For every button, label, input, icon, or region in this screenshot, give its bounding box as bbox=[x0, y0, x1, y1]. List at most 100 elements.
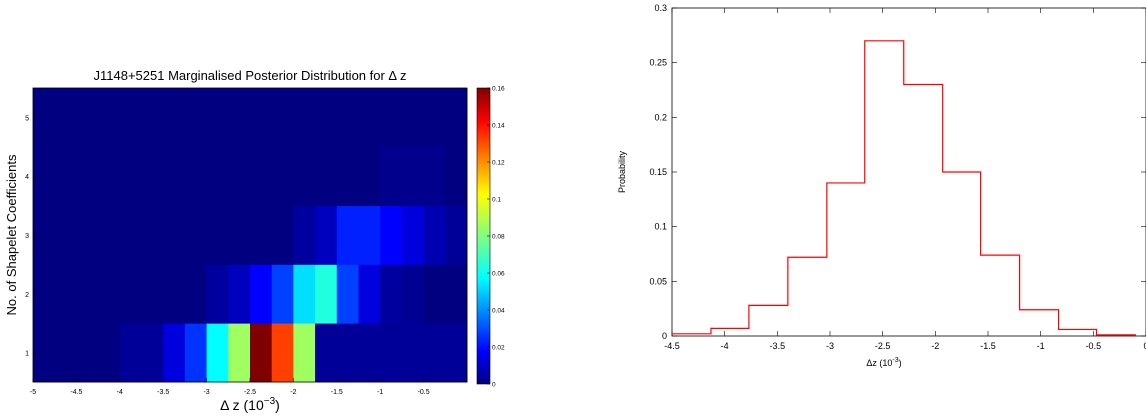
heatmap-x-tick-label: -4 bbox=[117, 389, 123, 396]
heatmap-cell bbox=[98, 264, 121, 324]
heatmap-cell bbox=[141, 323, 164, 383]
heatmap-cell bbox=[119, 146, 142, 206]
heatmap-cell bbox=[423, 264, 446, 324]
heatmap-cell bbox=[98, 88, 121, 148]
heatmap-cell bbox=[315, 146, 338, 206]
colorbar-tick-label: 0.14 bbox=[492, 123, 505, 130]
histogram-x-tick-label: -4 bbox=[721, 341, 729, 351]
colorbar-tick-label: 0.08 bbox=[492, 234, 505, 241]
heatmap-cell bbox=[184, 264, 207, 324]
heatmap-y-label: No. of Shapelet Coefficients bbox=[4, 154, 19, 315]
heatmap-cell bbox=[184, 88, 207, 148]
histogram-x-tick-label: -1 bbox=[1037, 341, 1045, 351]
heatmap-cell bbox=[119, 88, 142, 148]
heatmap-cell bbox=[380, 264, 403, 324]
heatmap-cell bbox=[445, 88, 468, 148]
histogram-line bbox=[672, 40, 1137, 336]
heatmap-cell bbox=[163, 205, 186, 265]
heatmap-cell bbox=[293, 205, 316, 265]
heatmap-cell bbox=[54, 88, 77, 148]
histogram-y-ticks: 0 0.05 0.1 0.15 0.2 0.25 0.3 bbox=[649, 3, 1146, 341]
heatmap-cell bbox=[358, 88, 381, 148]
heatmap-y-tick-label: 1 bbox=[25, 351, 29, 358]
heatmap-cell bbox=[293, 323, 316, 383]
heatmap-cell bbox=[33, 146, 56, 206]
heatmap-y-ticks: 1 2 3 4 5 bbox=[25, 115, 37, 358]
heatmap-x-ticks: -5 -4.5 -4 -3.5 -3 -2.5 -2 -1.5 -1 -0.5 bbox=[30, 378, 430, 396]
heatmap-cell bbox=[54, 205, 77, 265]
heatmap-x-tick-label: -3 bbox=[203, 389, 209, 396]
heatmap-cell bbox=[401, 323, 424, 383]
histogram-x-ticks: -4.5 -4 -3.5 -3 -2.5 -2 -1.5 -1 -0.5 0 bbox=[664, 8, 1146, 351]
histogram-y-tick-label: 0.25 bbox=[649, 58, 667, 68]
heatmap-cell bbox=[315, 264, 338, 324]
heatmap-cell bbox=[228, 88, 251, 148]
histogram-x-tick-label: -0.5 bbox=[1086, 341, 1102, 351]
histogram-x-label: Δz (10-3) bbox=[866, 357, 901, 368]
heatmap-x-tick-label: -2.5 bbox=[244, 389, 256, 396]
heatmap-cell bbox=[206, 88, 229, 148]
heatmap-y-tick-label: 3 bbox=[25, 233, 29, 240]
histogram-y-tick-label: 0.3 bbox=[654, 3, 667, 13]
heatmap-cell bbox=[271, 88, 294, 148]
histogram-x-tick-label: 0 bbox=[1143, 341, 1146, 351]
heatmap-cell bbox=[380, 88, 403, 148]
heatmap-cell bbox=[358, 205, 381, 265]
heatmap-cell bbox=[119, 264, 142, 324]
heatmap-cell bbox=[293, 88, 316, 148]
colorbar-ticks: 0 0.02 0.04 0.06 0.08 0.1 0.12 0.14 0.16 bbox=[487, 86, 505, 389]
heatmap-cell bbox=[54, 264, 77, 324]
histogram-y-tick-label: 0.05 bbox=[649, 276, 667, 286]
colorbar-tick-label: 0.1 bbox=[492, 197, 501, 204]
heatmap-cell bbox=[33, 264, 56, 324]
heatmap-cell bbox=[423, 146, 446, 206]
heatmap-cell bbox=[184, 205, 207, 265]
heatmap-cell bbox=[250, 88, 273, 148]
heatmap-cell bbox=[76, 88, 99, 148]
heatmap-cell bbox=[54, 323, 77, 383]
heatmap-x-tick-label: -0.5 bbox=[418, 389, 430, 396]
heatmap-cell bbox=[228, 264, 251, 324]
heatmap-cell bbox=[445, 205, 468, 265]
heatmap-cell bbox=[358, 323, 381, 383]
colorbar-tick-label: 0 bbox=[492, 382, 496, 389]
heatmap-cell bbox=[206, 264, 229, 324]
heatmap-cell bbox=[250, 264, 273, 324]
heatmap-cell bbox=[271, 264, 294, 324]
heatmap-cell bbox=[184, 146, 207, 206]
heatmap-cell bbox=[141, 88, 164, 148]
heatmap-cell bbox=[228, 323, 251, 383]
heatmap-cell bbox=[271, 146, 294, 206]
heatmap-cell bbox=[445, 146, 468, 206]
heatmap-x-tick-label: -5 bbox=[30, 389, 36, 396]
histogram-y-tick-label: 0 bbox=[662, 331, 667, 341]
histogram-x-tick-label: -4.5 bbox=[664, 341, 680, 351]
heatmap-x-tick-label: -1.5 bbox=[331, 389, 343, 396]
heatmap-x-tick-label: -4.5 bbox=[70, 389, 82, 396]
colorbar-tick-label: 0.02 bbox=[492, 345, 505, 352]
heatmap-cell bbox=[336, 323, 359, 383]
heatmap-cell bbox=[271, 323, 294, 383]
heatmap-cell bbox=[271, 205, 294, 265]
heatmap-cell bbox=[33, 323, 56, 383]
heatmap-y-tick-label: 5 bbox=[25, 115, 29, 122]
heatmap-cell bbox=[423, 323, 446, 383]
heatmap-cell bbox=[76, 205, 99, 265]
heatmap-cell bbox=[380, 205, 403, 265]
colorbar-tick-label: 0.12 bbox=[492, 160, 505, 167]
heatmap-cell bbox=[184, 323, 207, 383]
heatmap-cell bbox=[250, 205, 273, 265]
heatmap-cell bbox=[163, 88, 186, 148]
colorbar-tick-label: 0.16 bbox=[492, 86, 505, 93]
heatmap-cell bbox=[54, 146, 77, 206]
colorbar-tick-label: 0.06 bbox=[492, 271, 505, 278]
heatmap-cell bbox=[423, 88, 446, 148]
heatmap-cell bbox=[141, 146, 164, 206]
heatmap-cell bbox=[228, 205, 251, 265]
heatmap-cell bbox=[141, 205, 164, 265]
histogram-x-tick-label: -1.5 bbox=[980, 341, 996, 351]
histogram-chart: -4.5 -4 -3.5 -3 -2.5 -2 -1.5 -1 -0.5 0 0 0.05 0.1 0.… bbox=[617, 3, 1146, 368]
histogram-frame bbox=[671, 7, 1146, 337]
heatmap-cells bbox=[33, 88, 468, 383]
